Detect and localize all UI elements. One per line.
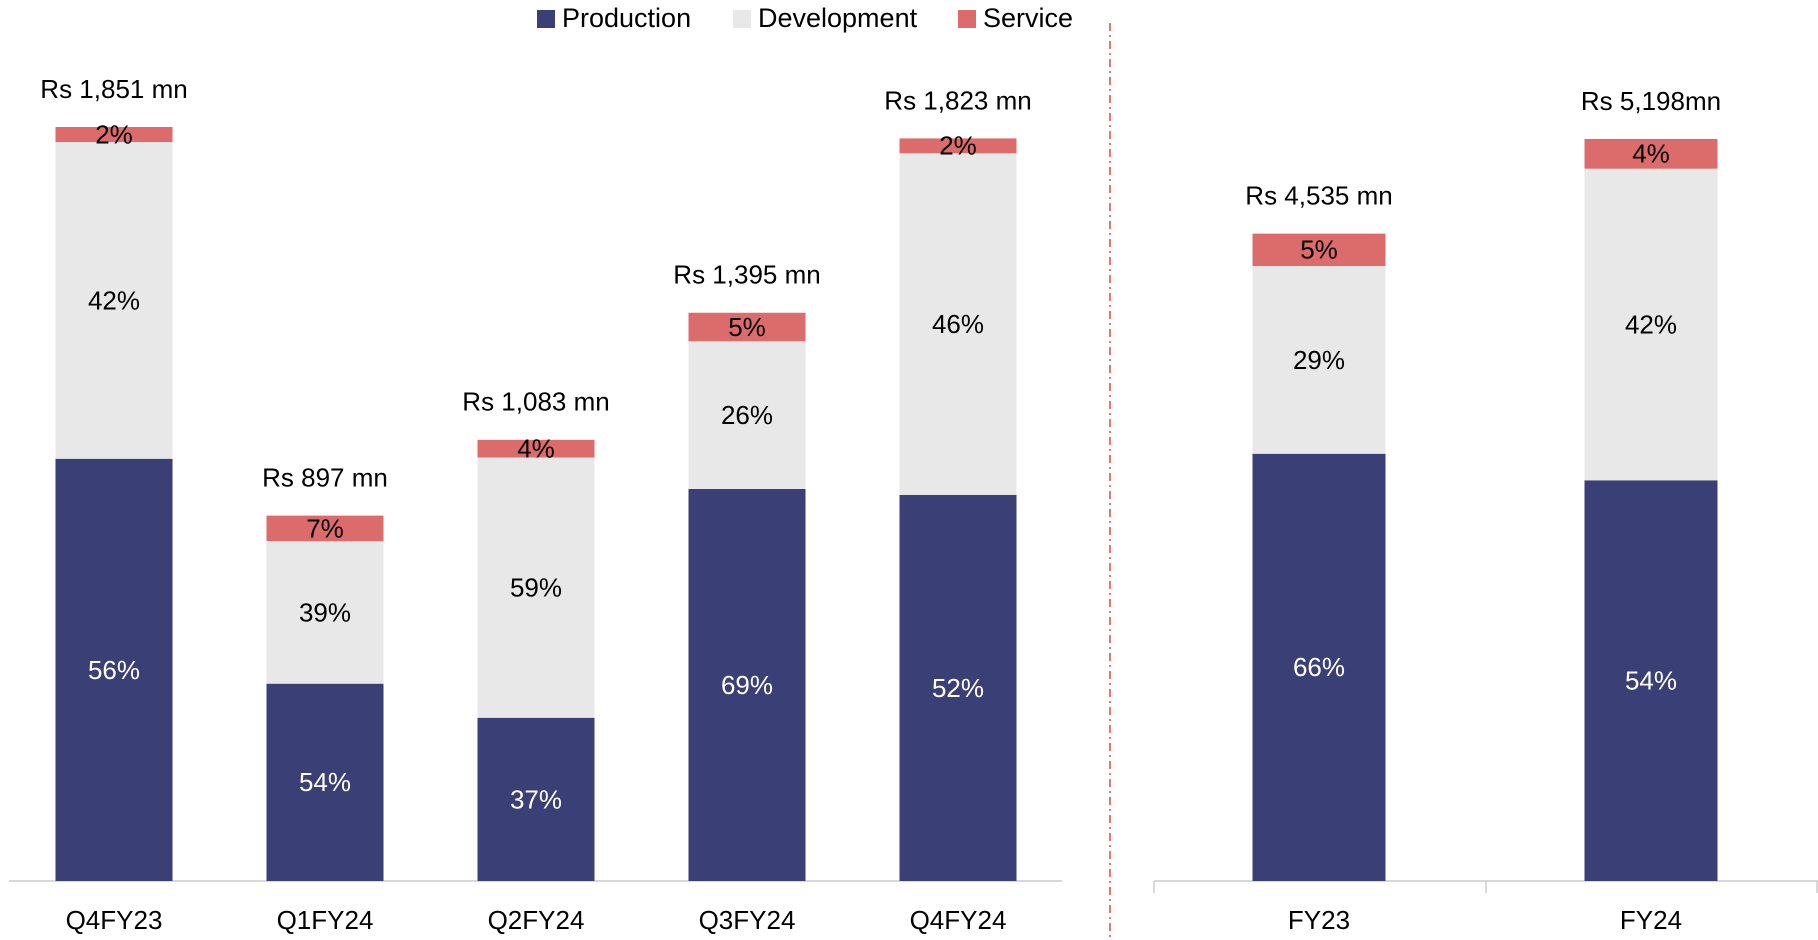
data-label: 54% bbox=[1625, 666, 1677, 696]
x-tick-label: Q2FY24 bbox=[488, 905, 585, 935]
total-label: Rs 4,535 mn bbox=[1245, 181, 1392, 211]
bar-segment bbox=[477, 439, 595, 458]
data-label: 5% bbox=[728, 312, 766, 342]
legend-swatch bbox=[958, 10, 976, 28]
x-tick-label: Q4FY24 bbox=[910, 905, 1007, 935]
total-label: Rs 1,823 mn bbox=[884, 85, 1031, 115]
legend-label: Service bbox=[983, 3, 1073, 33]
data-label: 4% bbox=[1632, 139, 1670, 169]
bar-segment bbox=[55, 142, 173, 459]
x-tick-label: FY23 bbox=[1288, 905, 1350, 935]
data-label: 2% bbox=[95, 119, 133, 149]
total-label: Rs 1,851 mn bbox=[40, 74, 187, 104]
x-tick-label: Q3FY24 bbox=[699, 905, 796, 935]
bar-segment bbox=[55, 127, 173, 143]
bar-segment bbox=[688, 488, 806, 881]
bar-segment bbox=[1252, 453, 1386, 881]
bar-segment bbox=[1584, 168, 1718, 481]
total-label: Rs 897 mn bbox=[262, 462, 388, 492]
bar-segment bbox=[899, 494, 1017, 881]
data-label: 56% bbox=[88, 655, 140, 685]
legend-label: Production bbox=[562, 3, 691, 33]
bar-segment bbox=[1584, 139, 1718, 169]
legend-swatch bbox=[537, 10, 555, 28]
bar-segment bbox=[55, 458, 173, 881]
data-label: 69% bbox=[721, 670, 773, 700]
bar-segment bbox=[266, 541, 384, 684]
bar-segment bbox=[1252, 266, 1386, 454]
data-label: 7% bbox=[306, 513, 344, 543]
data-label: 37% bbox=[510, 784, 562, 814]
legend-swatch bbox=[733, 10, 751, 28]
bar-segment bbox=[477, 717, 595, 881]
data-label: 46% bbox=[932, 309, 984, 339]
bar-segment bbox=[899, 138, 1017, 154]
data-label: 52% bbox=[932, 673, 984, 703]
bar-segment bbox=[266, 515, 384, 542]
data-label: 42% bbox=[88, 285, 140, 315]
legend-label: Development bbox=[758, 3, 918, 33]
x-tick-label: Q4FY23 bbox=[66, 905, 163, 935]
bar-segment bbox=[899, 153, 1017, 495]
data-label: 54% bbox=[299, 767, 351, 797]
bar-segment bbox=[477, 457, 595, 718]
bar-segment bbox=[266, 683, 384, 881]
data-label: 26% bbox=[721, 400, 773, 430]
data-label: 42% bbox=[1625, 309, 1677, 339]
x-tick-label: Q1FY24 bbox=[277, 905, 374, 935]
bar-segment bbox=[1252, 233, 1386, 267]
data-label: 39% bbox=[299, 597, 351, 627]
bar-segment bbox=[1584, 480, 1718, 881]
data-label: 5% bbox=[1300, 235, 1338, 265]
data-label: 29% bbox=[1293, 345, 1345, 375]
total-label: Rs 5,198mn bbox=[1581, 86, 1721, 116]
x-tick-label: FY24 bbox=[1620, 905, 1682, 935]
data-label: 2% bbox=[939, 131, 977, 161]
data-label: 4% bbox=[517, 434, 555, 464]
data-label: 66% bbox=[1293, 652, 1345, 682]
bar-segment bbox=[688, 341, 806, 489]
total-label: Rs 1,083 mn bbox=[462, 387, 609, 417]
total-label: Rs 1,395 mn bbox=[673, 260, 820, 290]
data-label: 59% bbox=[510, 573, 562, 603]
bar-segment bbox=[688, 312, 806, 342]
